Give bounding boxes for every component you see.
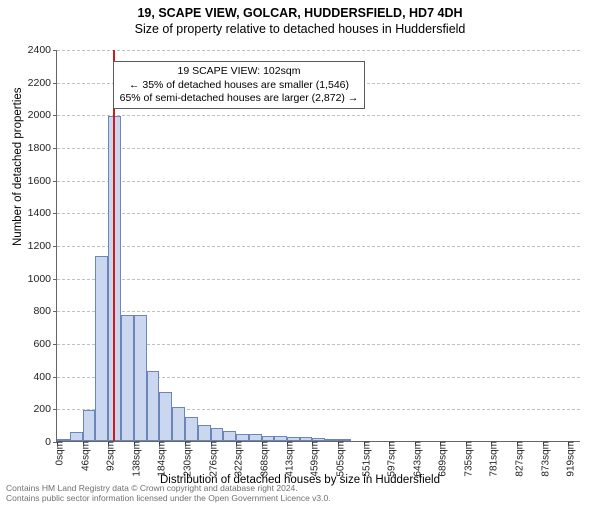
y-tick-mark <box>53 181 57 182</box>
y-tick-mark <box>53 344 57 345</box>
y-tick-mark <box>53 279 57 280</box>
histogram-bar <box>95 256 108 441</box>
x-tick-label: 735sqm <box>457 441 474 477</box>
footer-line2: Contains public sector information licen… <box>6 494 331 504</box>
x-tick-label: 184sqm <box>151 441 168 477</box>
histogram-chart: 0200400600800100012001400160018002000220… <box>56 50 580 442</box>
x-tick-label: 505sqm <box>329 441 346 477</box>
x-tick-label: 919sqm <box>560 441 577 477</box>
x-tick-label: 46sqm <box>74 441 91 471</box>
histogram-bar <box>185 417 198 442</box>
gridline <box>57 311 580 312</box>
x-tick-label: 276sqm <box>202 441 219 477</box>
x-tick-label: 827sqm <box>509 441 526 477</box>
histogram-bar <box>70 432 83 441</box>
y-tick-mark <box>53 311 57 312</box>
histogram-bar <box>211 428 224 441</box>
gridline <box>57 148 580 149</box>
annotation-line3: 65% of semi-detached houses are larger (… <box>120 92 359 105</box>
plot-area: 0200400600800100012001400160018002000220… <box>56 50 580 442</box>
x-tick-label: 551sqm <box>355 441 372 477</box>
page-title-line1: 19, SCAPE VIEW, GOLCAR, HUDDERSFIELD, HD… <box>0 6 600 20</box>
x-tick-label: 138sqm <box>125 441 142 477</box>
y-tick-mark <box>53 246 57 247</box>
gridline <box>57 115 580 116</box>
gridline <box>57 213 580 214</box>
y-tick-mark <box>53 83 57 84</box>
histogram-bar <box>198 425 211 441</box>
histogram-bar <box>83 410 96 441</box>
x-tick-label: 413sqm <box>278 441 295 477</box>
y-tick-mark <box>53 377 57 378</box>
annotation-line1: 19 SCAPE VIEW: 102sqm <box>120 65 359 78</box>
x-tick-label: 322sqm <box>228 441 245 477</box>
x-tick-label: 781sqm <box>483 441 500 477</box>
x-tick-label: 459sqm <box>304 441 321 477</box>
histogram-bar <box>236 434 249 441</box>
y-tick-mark <box>53 148 57 149</box>
x-tick-label: 368sqm <box>253 441 270 477</box>
histogram-bar <box>249 434 262 441</box>
x-tick-label: 873sqm <box>534 441 551 477</box>
annotation-line2: ← 35% of detached houses are smaller (1,… <box>120 79 359 92</box>
y-tick-mark <box>53 115 57 116</box>
x-tick-label: 0sqm <box>49 441 66 465</box>
x-tick-label: 689sqm <box>432 441 449 477</box>
histogram-bar <box>134 315 147 441</box>
x-tick-label: 643sqm <box>406 441 423 477</box>
y-tick-mark <box>53 409 57 410</box>
gridline <box>57 246 580 247</box>
x-tick-label: 597sqm <box>381 441 398 477</box>
histogram-bar <box>172 407 185 441</box>
footer-attribution: Contains HM Land Registry data © Crown c… <box>6 484 331 504</box>
histogram-bar <box>121 315 134 441</box>
y-axis-label: Number of detached properties <box>12 87 24 246</box>
gridline <box>57 50 580 51</box>
x-tick-label: 92sqm <box>100 441 117 471</box>
annotation-box: 19 SCAPE VIEW: 102sqm← 35% of detached h… <box>113 61 366 108</box>
histogram-bar <box>147 371 160 441</box>
histogram-bar <box>223 431 236 441</box>
y-tick-mark <box>53 50 57 51</box>
page-title-line2: Size of property relative to detached ho… <box>0 22 600 36</box>
x-tick-label: 230sqm <box>176 441 193 477</box>
histogram-bar <box>159 392 172 441</box>
gridline <box>57 181 580 182</box>
y-tick-mark <box>53 213 57 214</box>
gridline <box>57 279 580 280</box>
